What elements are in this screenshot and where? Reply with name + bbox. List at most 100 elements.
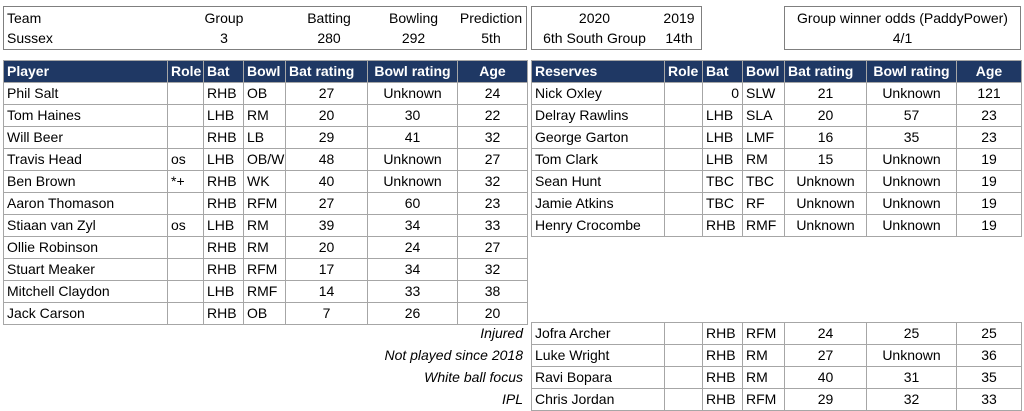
players-cell-name: Mitchell Claydon: [3, 280, 168, 303]
reserves-cell-bat: LHB: [702, 148, 743, 171]
unavailable-cell-bat: RHB: [702, 388, 743, 411]
reserves-cell-age: 23: [956, 126, 1022, 149]
players-row: Ollie Robinson RHB RM 20 24 27: [3, 236, 528, 259]
reserves-cell-bat: TBC: [702, 170, 743, 193]
players-col-bat-rating: Bat rating: [285, 60, 368, 83]
unavailable-row: Ravi Bopara RHB RM 40 31 35: [531, 366, 1022, 389]
unavailable-cell-name: Jofra Archer: [531, 322, 665, 345]
unavailable-cell-bat: RHB: [702, 344, 743, 367]
players-cell-age: 23: [457, 192, 528, 215]
players-cell-bat-rating: 39: [285, 214, 368, 237]
players-cell-age: 38: [457, 280, 528, 303]
unavailable-cell-bat: RHB: [702, 366, 743, 389]
players-cell-bat-rating: 17: [285, 258, 368, 281]
odds-label: Group winner odds (PaddyPower): [797, 10, 1008, 26]
reserves-cell-role: [664, 126, 703, 149]
reserves-cell-name: Jamie Atkins: [531, 192, 665, 215]
players-cell-bowl: RM: [243, 214, 286, 237]
reserves-row: Sean Hunt TBC TBC Unknown Unknown 19: [531, 170, 1022, 193]
unavailable-cell-bat-rating: 40: [784, 366, 867, 389]
season-2020-header: 2020: [578, 10, 611, 26]
players-col-role: Role: [167, 60, 204, 83]
reserves-cell-role: [664, 170, 703, 193]
players-cell-bat: RHB: [203, 126, 244, 149]
reserves-cell-bowl-rating: Unknown: [866, 192, 957, 215]
players-cell-bowl: RMF: [243, 280, 286, 303]
reserves-header-row: Reserves Role Bat Bowl Bat rating Bowl r…: [531, 60, 1022, 83]
reserves-cell-bowl-rating: Unknown: [866, 170, 957, 193]
players-cell-bowl: WK: [243, 170, 286, 193]
unavailable-reason: Not played since 2018: [384, 347, 523, 363]
season-2019-header: 2019: [663, 10, 695, 26]
players-cell-bat: RHB: [203, 170, 244, 193]
unavailable-cell-bowl: RFM: [742, 388, 785, 411]
players-row: Ben Brown *+ RHB WK 40 Unknown 32: [3, 170, 528, 193]
players-cell-bowl-rating: 34: [367, 214, 458, 237]
reserves-cell-bat-rating: Unknown: [784, 214, 867, 237]
players-cell-age: 27: [457, 236, 528, 259]
players-cell-bat: LHB: [203, 280, 244, 303]
players-cell-bowl-rating: Unknown: [367, 170, 458, 193]
reserves-col-bat-rating: Bat rating: [784, 60, 867, 83]
group-header: Group: [204, 10, 244, 26]
players-cell-bowl-rating: 41: [367, 126, 458, 149]
players-cell-bat: RHB: [203, 192, 244, 215]
players-cell-role: [167, 302, 204, 325]
reserves-cell-bat: LHB: [702, 126, 743, 149]
reserves-cell-bowl: RMF: [742, 214, 785, 237]
players-cell-role: [167, 236, 204, 259]
unavailable-cell-age: 36: [956, 344, 1022, 367]
reserves-cell-age: 19: [956, 148, 1022, 171]
group-value: 3: [220, 30, 228, 46]
reserves-cell-age: 23: [956, 104, 1022, 127]
team-summary-box: Team Group Batting Bowling Prediction Su…: [3, 6, 527, 50]
reserves-cell-role: [664, 148, 703, 171]
season-summary-box: 2020 2019 6th South Group 14th: [531, 6, 702, 50]
reserves-row: Delray Rawlins LHB SLA 20 57 23: [531, 104, 1022, 127]
reserves-cell-bat-rating: 20: [784, 104, 867, 127]
unavailable-reason: IPL: [501, 391, 523, 407]
players-cell-age: 32: [457, 170, 528, 193]
players-cell-bowl: OB: [243, 302, 286, 325]
players-cell-bowl: RM: [243, 104, 286, 127]
players-cell-bat: RHB: [203, 258, 244, 281]
unavailable-cell-bowl: RFM: [742, 322, 785, 345]
players-cell-name: Tom Haines: [3, 104, 168, 127]
reserves-cell-bat: LHB: [702, 104, 743, 127]
players-cell-bowl-rating: 30: [367, 104, 458, 127]
unavailable-row: Chris Jordan RHB RFM 29 32 33: [531, 388, 1022, 411]
players-row: Stiaan van Zyl os LHB RM 39 34 33: [3, 214, 528, 237]
unavailable-cell-bowl-rating: Unknown: [866, 344, 957, 367]
reserves-cell-bowl-rating: Unknown: [866, 148, 957, 171]
reserves-cell-bat-rating: 21: [784, 82, 867, 105]
reserves-col-bat: Bat: [702, 60, 743, 83]
season-2020-value: 6th South Group: [543, 30, 646, 46]
unavailable-cell-age: 25: [956, 322, 1022, 345]
players-cell-bowl: OB/W: [243, 148, 286, 171]
players-cell-bat-rating: 20: [285, 236, 368, 259]
players-col-bowl: Bowl: [243, 60, 286, 83]
players-cell-name: Ben Brown: [3, 170, 168, 193]
players-cell-bat-rating: 48: [285, 148, 368, 171]
players-cell-bowl: OB: [243, 82, 286, 105]
reserves-cell-name: Sean Hunt: [531, 170, 665, 193]
players-cell-bat: RHB: [203, 82, 244, 105]
unavailable-cell-bat: RHB: [702, 322, 743, 345]
players-cell-bowl-rating: 26: [367, 302, 458, 325]
players-cell-role: [167, 258, 204, 281]
reserves-cell-bowl-rating: 35: [866, 126, 957, 149]
players-cell-name: Jack Carson: [3, 302, 168, 325]
season-2019-value: 14th: [665, 30, 693, 46]
reserves-cell-age: 19: [956, 192, 1022, 215]
players-cell-role: [167, 280, 204, 303]
reserves-col-age: Age: [956, 60, 1022, 83]
reserves-cell-bowl: LMF: [742, 126, 785, 149]
players-cell-name: Ollie Robinson: [3, 236, 168, 259]
reserves-cell-bat-rating: 15: [784, 148, 867, 171]
reserves-cell-bowl-rating: Unknown: [866, 82, 957, 105]
players-cell-age: 20: [457, 302, 528, 325]
players-cell-bat-rating: 29: [285, 126, 368, 149]
unavailable-cell-role: [664, 388, 703, 411]
players-cell-name: Stuart Meaker: [3, 258, 168, 281]
players-cell-bowl-rating: 33: [367, 280, 458, 303]
